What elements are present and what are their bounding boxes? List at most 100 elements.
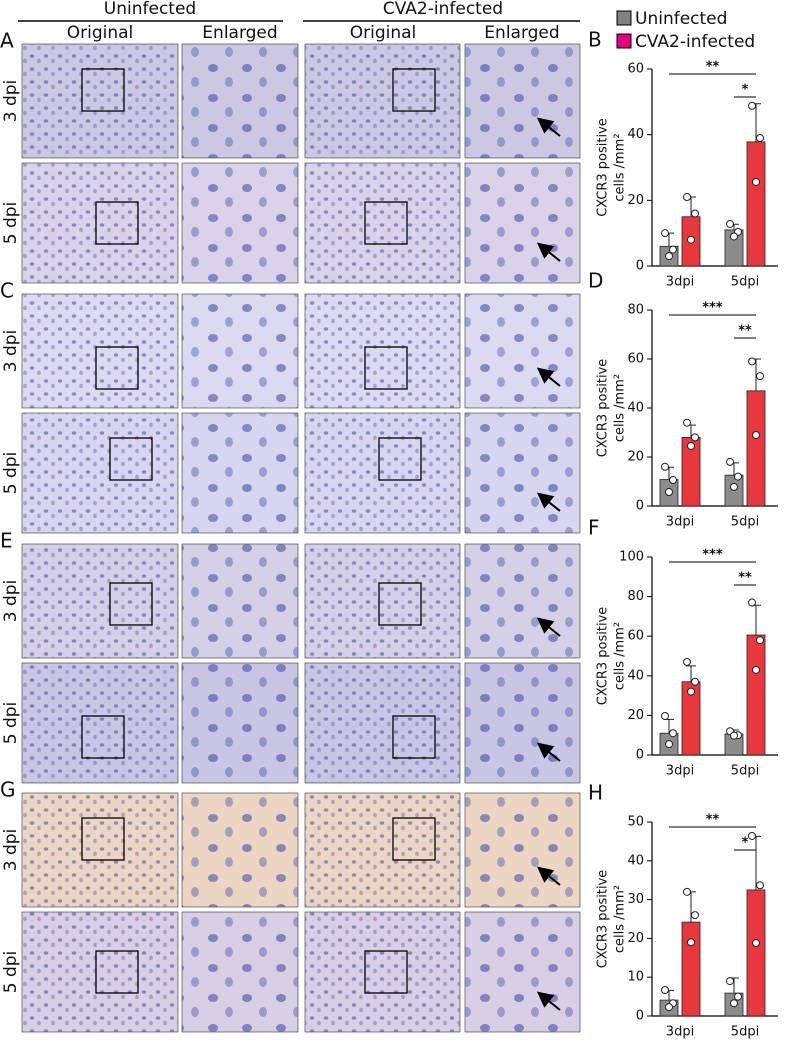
micrograph-texture: [182, 793, 298, 907]
micrograph-texture: [22, 44, 178, 158]
row-label: 5 dpi: [1, 702, 21, 745]
y-tick-label: 50: [627, 815, 644, 830]
micrograph-texture: [465, 544, 580, 658]
data-point: [687, 687, 695, 696]
data-point: [669, 476, 677, 485]
row-label: 3 dpi: [1, 580, 21, 623]
panel-letter: C: [0, 279, 14, 303]
data-point: [726, 219, 734, 228]
group-label: CVA2-infected: [383, 0, 503, 19]
data-point: [687, 441, 695, 450]
x-tick-label: 5dpi: [731, 764, 759, 779]
micrograph-texture: [465, 793, 580, 907]
y-axis-label: cells /mm²: [613, 374, 628, 442]
y-tick-label: 60: [627, 62, 644, 77]
legend-swatch: [616, 33, 632, 49]
y-tick-label: 20: [627, 193, 644, 208]
arrow: [536, 242, 561, 262]
y-tick-label: 0: [636, 259, 644, 274]
panel-letter: G: [0, 778, 16, 802]
column-label: Enlarged: [484, 23, 559, 43]
micrograph-texture: [182, 663, 298, 783]
y-axis-label: CXCR3 positive: [596, 607, 611, 706]
column-label: Original: [350, 23, 417, 43]
micrograph-texture: [305, 663, 460, 783]
y-tick-label: 40: [627, 853, 644, 868]
data-point: [691, 433, 699, 442]
y-tick-label: 100: [619, 550, 644, 565]
data-point: [730, 731, 738, 740]
data-point: [691, 911, 699, 920]
y-tick-label: 30: [627, 892, 644, 907]
y-axis-label: CXCR3 positive: [596, 118, 611, 217]
micrograph-texture: [305, 544, 460, 658]
micrograph-texture: [22, 163, 178, 283]
data-point: [752, 939, 760, 948]
arrow: [536, 742, 561, 762]
row-label: 3 dpi: [1, 80, 21, 123]
data-point: [691, 209, 699, 218]
zoom-box: [378, 582, 422, 626]
y-tick-label: 60: [627, 629, 644, 644]
bar: [746, 634, 766, 756]
micrograph-texture: [182, 44, 298, 158]
bar: [746, 889, 766, 1017]
data-point: [752, 430, 760, 439]
zoom-box: [81, 715, 125, 759]
zoom-box: [81, 817, 125, 861]
bar: [681, 921, 701, 1017]
y-tick-label: 40: [627, 127, 644, 142]
x-tick-label: 3dpi: [666, 1025, 694, 1040]
data-point: [687, 938, 695, 947]
micrograph-texture: [305, 793, 460, 907]
micrograph-texture: [305, 44, 460, 158]
y-axis-label: cells /mm²: [613, 133, 628, 201]
y-axis-label: cells /mm²: [613, 885, 628, 953]
panel-letter: D: [588, 269, 603, 293]
significance-label: **: [738, 324, 752, 339]
data-point: [683, 193, 691, 202]
micrograph-texture: [465, 44, 580, 158]
y-tick-label: 80: [627, 589, 644, 604]
panel-letter: B: [588, 28, 602, 52]
y-axis-label: CXCR3 positive: [596, 359, 611, 458]
micrograph-texture: [182, 912, 298, 1032]
y-tick-label: 0: [636, 1009, 644, 1024]
micrograph-texture: [22, 912, 178, 1032]
micrograph-texture: [305, 294, 460, 408]
data-point: [669, 729, 677, 738]
micrograph-texture: [305, 912, 460, 1032]
y-tick-label: 60: [627, 352, 644, 367]
panel-letter: F: [588, 516, 600, 540]
data-point: [734, 992, 742, 1001]
micrograph-texture: [305, 163, 460, 283]
panel-letter: E: [0, 529, 13, 553]
arrow: [536, 617, 561, 637]
significance-label: **: [738, 571, 752, 586]
row-label: 5 dpi: [1, 951, 21, 994]
error-bar: [751, 604, 761, 636]
data-point: [665, 740, 673, 749]
significance-label: ***: [702, 301, 723, 316]
x-tick-label: 5dpi: [731, 1025, 759, 1040]
data-point: [752, 665, 760, 674]
data-point: [748, 831, 756, 840]
micrograph-texture: [22, 294, 178, 408]
y-tick-label: 20: [627, 931, 644, 946]
micrograph-texture: [182, 294, 298, 408]
column-label: Original: [67, 23, 134, 43]
micrograph-texture: [465, 163, 580, 283]
zoom-box: [95, 201, 139, 245]
data-point: [756, 881, 764, 890]
micrograph-texture: [465, 294, 580, 408]
data-point: [661, 711, 669, 720]
x-tick-label: 3dpi: [666, 515, 694, 530]
data-point: [734, 472, 742, 481]
row-label: 3 dpi: [1, 330, 21, 373]
x-tick-label: 3dpi: [666, 764, 694, 779]
micrograph-texture: [305, 413, 460, 533]
zoom-box: [364, 346, 408, 390]
micrograph-texture: [22, 544, 178, 658]
zoom-box: [95, 346, 139, 390]
